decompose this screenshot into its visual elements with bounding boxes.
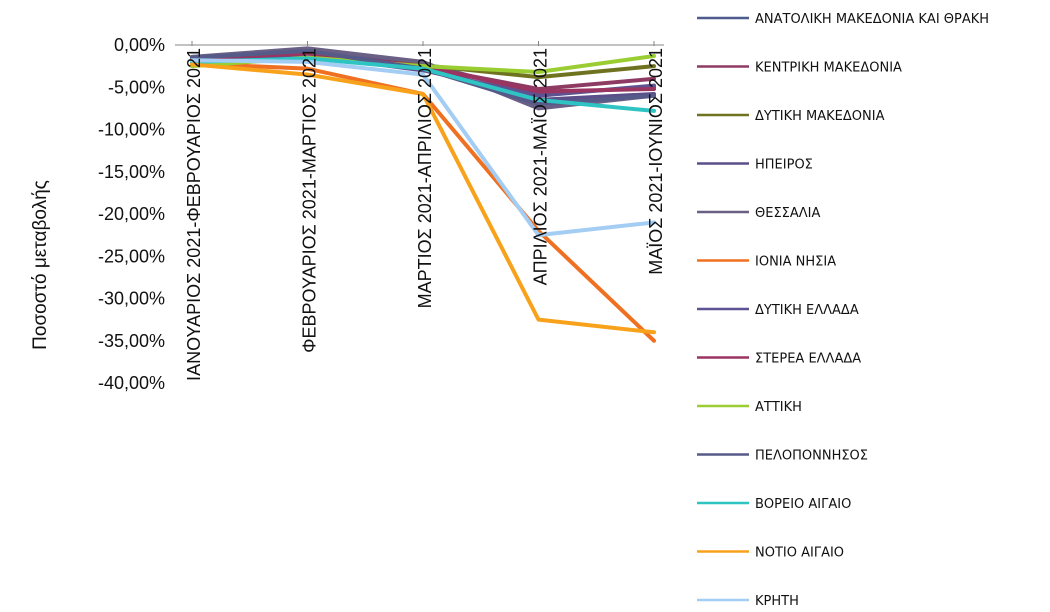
y-axis-label: Ποσοστό μεταβολής [30,180,51,350]
legend-label: ΙΟΝΙΑ ΝΗΣΙΑ [755,255,836,270]
category-labels: ΙΑΝΟΥΑΡΙΟΣ 2021-ΦΕΒΡΟΥΑΡΙΟΣ 2021 ΦΕΒΡΟΥΑΡ… [184,48,666,381]
series-line [190,62,656,335]
legend-label: ΚΡΗΤΗ [755,594,799,609]
legend-label: ΑΤΤΙΚΗ [755,400,802,415]
category-label: ΜΑΡΤΙΟΣ 2021-ΑΠΡΙΛΙΟΣ 2021 [415,48,435,308]
y-tick-labels: 0,00% -5,00% -10,00% -15,00% -20,00% -25,00% -… [98,35,165,393]
y-tick-label: -15,00% [98,162,165,182]
y-tick-label: -5,00% [108,77,165,97]
y-tick-label: -10,00% [98,120,165,140]
y-tick-label: -35,00% [98,331,165,351]
legend-label: ΠΕΛΟΠΟΝΝΗΣΟΣ [755,449,868,464]
legend-label: ΔΥΤΙΚΗ ΜΑΚΕΔΟΝΙΑ [755,109,885,124]
y-tick-label: -30,00% [98,289,165,309]
category-label: ΜΑΪΟΣ 2021-ΙΟΥΝΙΟΣ 2021 [646,48,666,275]
legend-label: ΚΕΝΤΡΙΚΗ ΜΑΚΕΔΟΝΙΑ [755,61,902,76]
legend-label: ΝΟΤΙΟ ΑΙΓΑΙΟ [755,546,844,561]
y-tick-label: -25,00% [98,246,165,266]
y-tick-label: 0,00% [114,35,165,55]
legend: ΑΝΑΤΟΛΙΚΗ ΜΑΚΕΔΟΝΙΑ ΚΑΙ ΘΡΑΚΗ ΚΕΝΤΡΙΚΗ ΜΑ… [697,12,989,609]
axis-lines [175,41,664,46]
y-tick-label: -20,00% [98,204,165,224]
legend-label: ΘΕΣΣΑΛΙΑ [755,206,820,221]
category-label: ΦΕΒΡΟΥΑΡΙΟΣ 2021-ΜΑΡΤΙΟΣ 2021 [300,48,320,353]
legend-label: ΣΤΕΡΕΑ ΕΛΛΑΔΑ [755,352,861,367]
legend-label: ΔΥΤΙΚΗ ΕΛΛΑΔΑ [755,303,859,318]
series-lines [190,46,656,343]
legend-label: ΒΟΡΕΙΟ ΑΙΓΑΙΟ [755,497,851,512]
category-label: ΙΑΝΟΥΑΡΙΟΣ 2021-ΦΕΒΡΟΥΑΡΙΟΣ 2021 [184,48,204,381]
legend-label: ΑΝΑΤΟΛΙΚΗ ΜΑΚΕΔΟΝΙΑ ΚΑΙ ΘΡΑΚΗ [755,12,989,27]
category-label: ΑΠΡΙΛΙΟΣ 2021-ΜΑΪΟΣ 2021 [531,48,551,285]
legend-label: ΗΠΕΙΡΟΣ [755,158,813,173]
y-tick-label: -40,00% [98,373,165,393]
series-line [190,58,656,238]
